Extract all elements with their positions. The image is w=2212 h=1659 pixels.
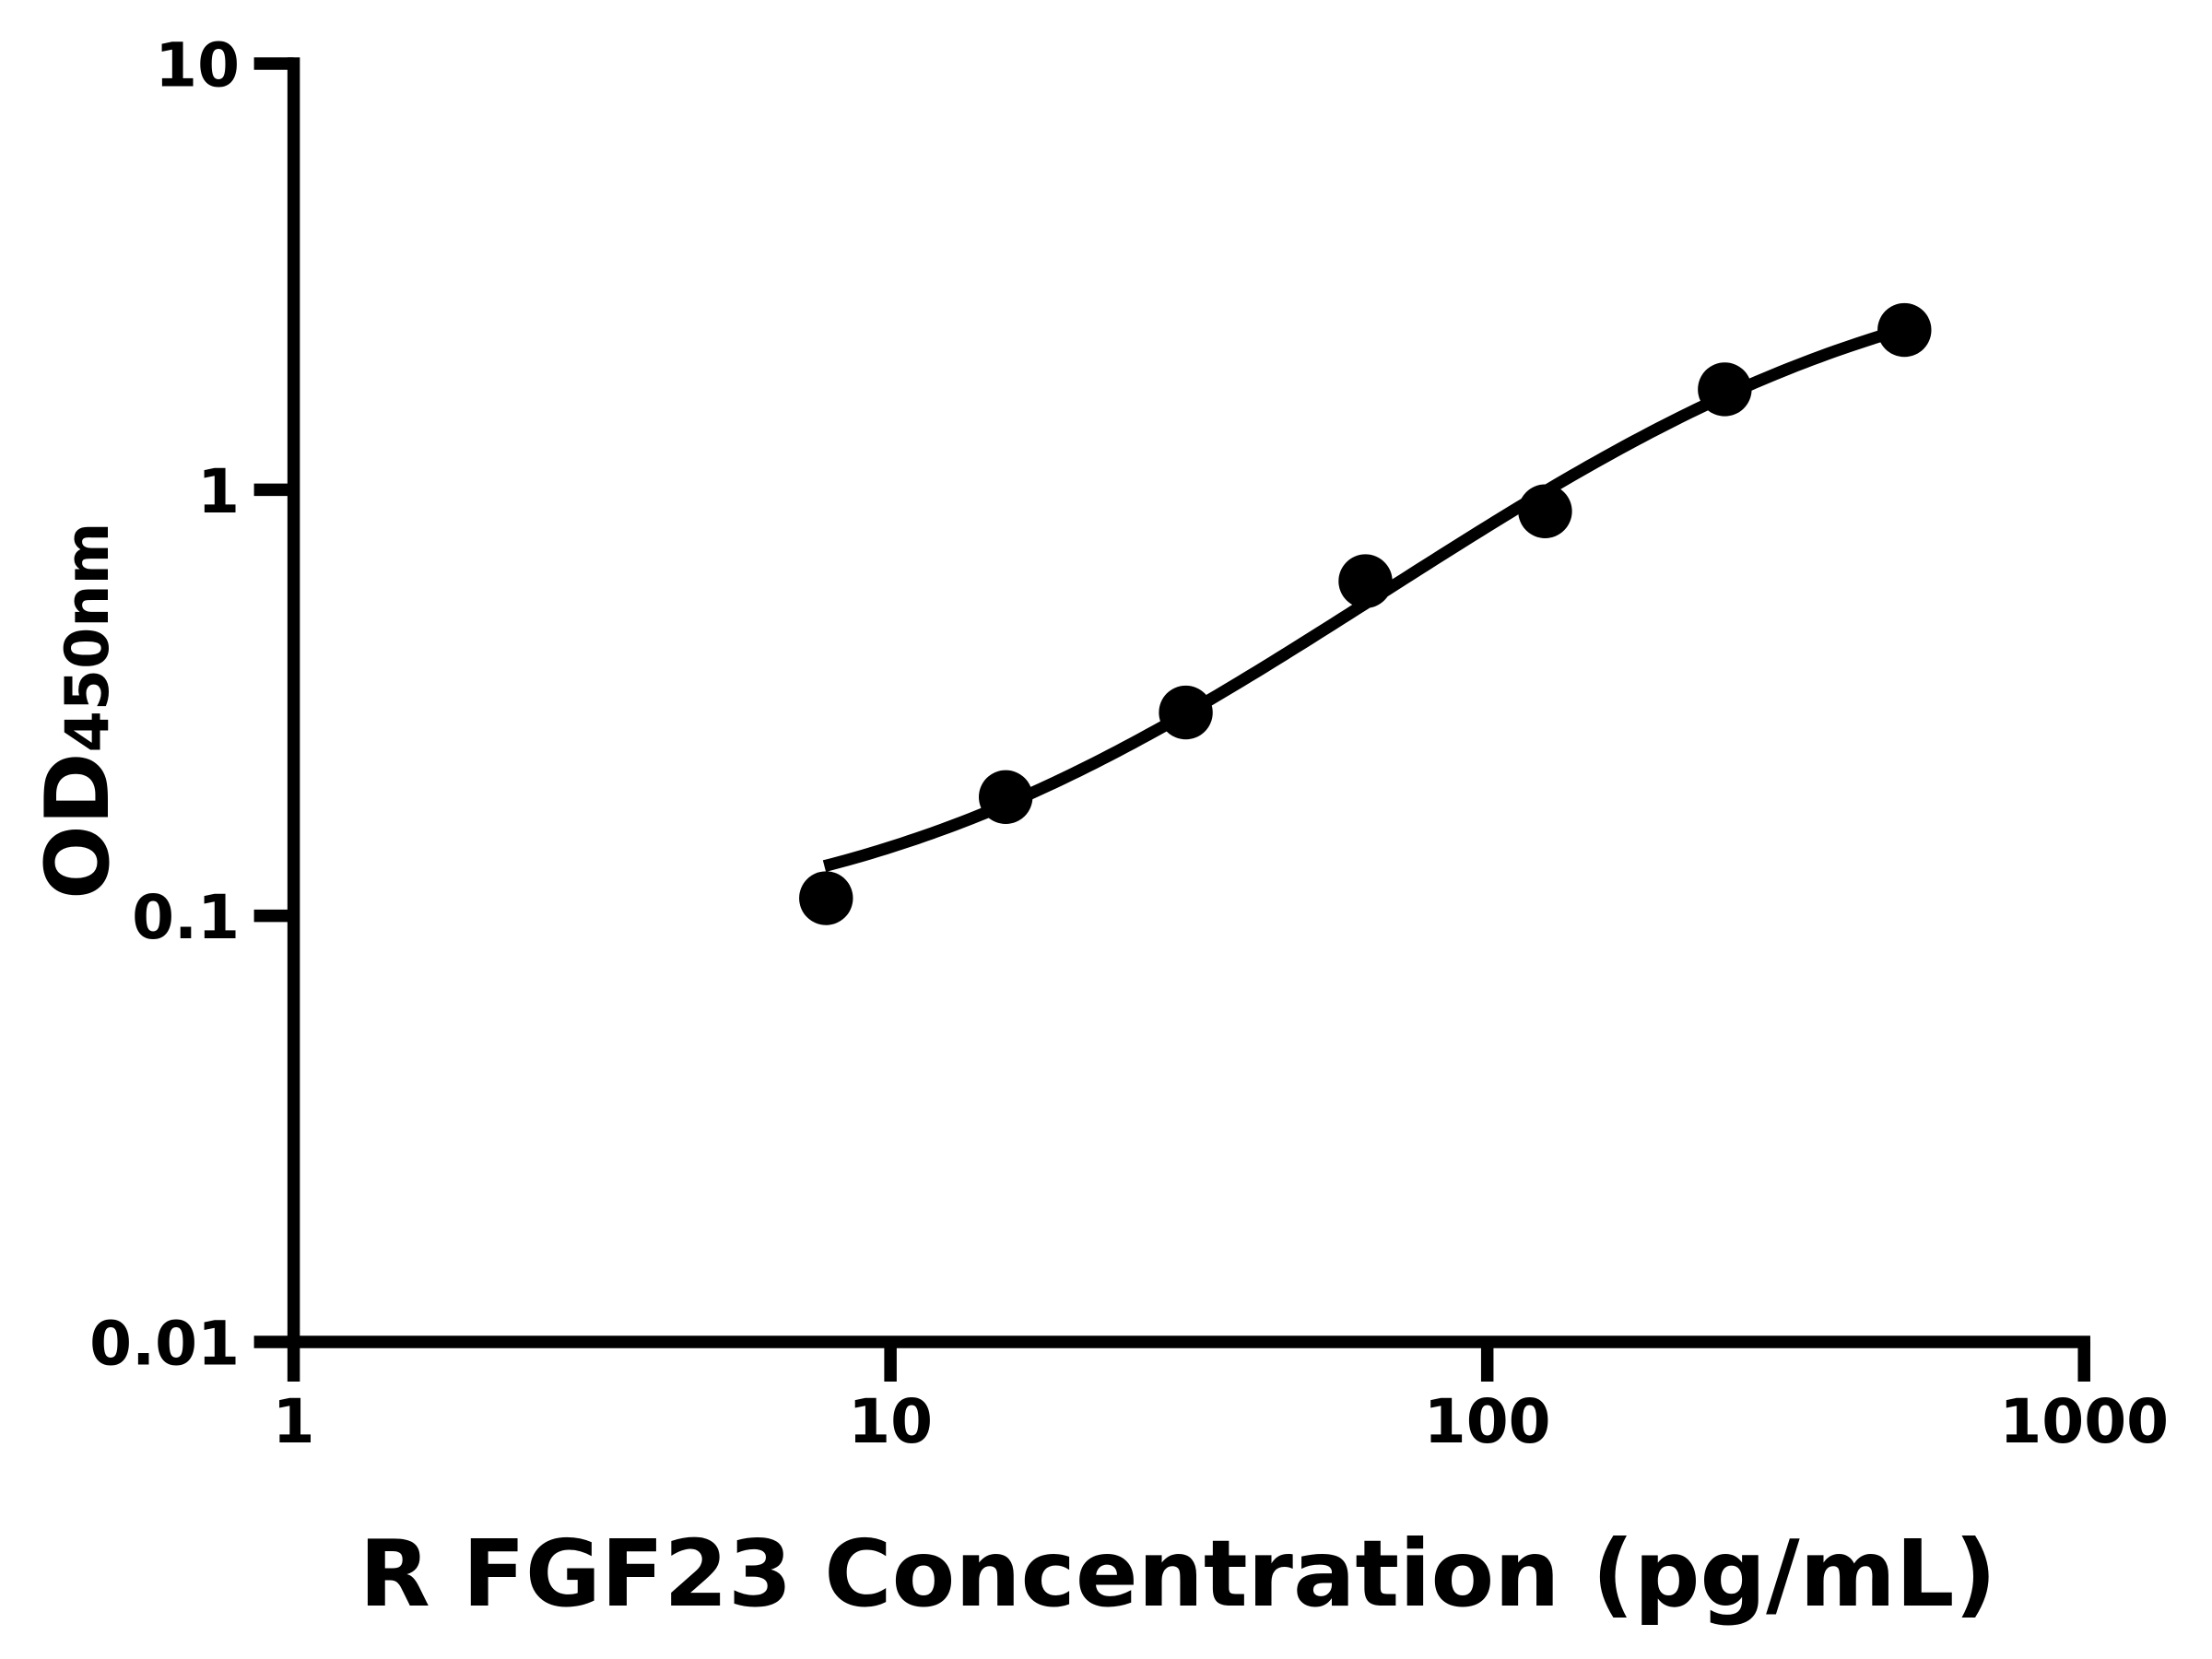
- data-point: [1518, 484, 1572, 538]
- data-point: [1159, 685, 1213, 740]
- y-axis-title: OD450nm: [28, 523, 129, 900]
- x-axis-title: R FGF23 Concentration (pg/mL): [359, 1520, 1996, 1628]
- x-tick-label: 10: [848, 1386, 933, 1457]
- data-point: [1877, 302, 1932, 358]
- data-point: [1698, 362, 1752, 417]
- y-tick-label: 0.1: [132, 882, 240, 953]
- x-axis-tick-labels: 1 10 100 1000: [273, 1386, 2169, 1457]
- y-tick-label: 0.01: [89, 1309, 240, 1380]
- y-axis-title-main: OD: [28, 752, 129, 900]
- x-axis: 1 10 100 1000: [273, 1335, 2169, 1457]
- x-tick-label: 100: [1424, 1386, 1551, 1457]
- y-tick-label: 10: [155, 30, 240, 101]
- x-axis-ticks: [287, 1342, 2090, 1382]
- data-point: [1338, 554, 1393, 608]
- data-point: [978, 770, 1033, 824]
- y-tick-label: 1: [197, 456, 240, 527]
- data-points: [799, 302, 1932, 925]
- y-axis-title-subscript: 450nm: [53, 523, 123, 753]
- data-point: [799, 871, 853, 925]
- y-axis-tick-labels: 10 1 0.1 0.01: [89, 30, 240, 1380]
- x-tick-label: 1: [273, 1386, 315, 1457]
- y-axis-ticks: [253, 57, 294, 1348]
- x-tick-label: 1000: [1999, 1386, 2169, 1457]
- y-axis: 10 1 0.1 0.01: [89, 30, 300, 1380]
